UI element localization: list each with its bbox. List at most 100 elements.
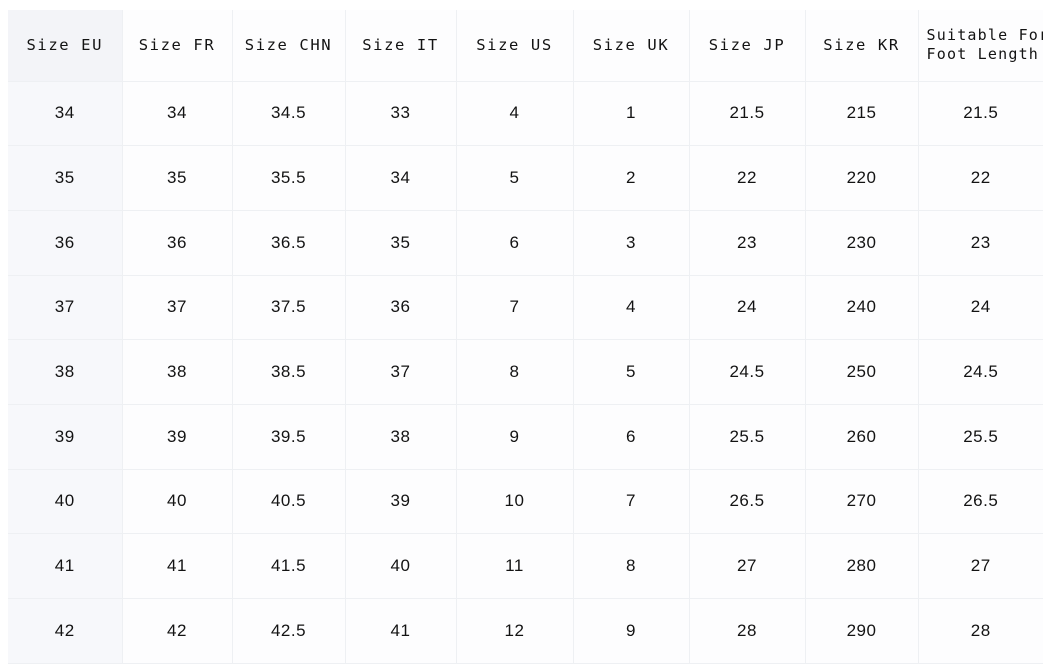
cell-foot-length: 22 <box>918 145 1043 211</box>
table-row: 37 37 37.5 36 7 4 24 240 24 <box>8 275 1043 341</box>
cell-size-chn: 37.5 <box>232 275 346 341</box>
cell-size-us: 10 <box>456 469 574 535</box>
cell-size-it: 36 <box>345 275 457 341</box>
cell-size-kr: 290 <box>805 598 919 664</box>
column-header-line-1: Suitable For <box>926 26 1043 45</box>
cell-size-eu: 35 <box>8 145 123 211</box>
cell-size-fr: 37 <box>122 275 233 341</box>
cell-size-chn: 34.5 <box>232 81 346 147</box>
cell-size-kr: 240 <box>805 275 919 341</box>
table-row: 39 39 39.5 38 9 6 25.5 260 25.5 <box>8 404 1043 470</box>
cell-size-jp: 24.5 <box>689 339 806 405</box>
cell-size-us: 8 <box>456 339 574 405</box>
cell-size-chn: 35.5 <box>232 145 346 211</box>
cell-size-it: 39 <box>345 469 457 535</box>
column-header-suitable-foot-length: Suitable For Foot Length <box>918 10 1043 82</box>
cell-size-chn: 36.5 <box>232 210 346 276</box>
column-header-size-fr: Size FR <box>122 10 233 82</box>
cell-size-jp: 23 <box>689 210 806 276</box>
cell-size-fr: 35 <box>122 145 233 211</box>
cell-size-us: 7 <box>456 275 574 341</box>
table-header: Size EU Size FR Size CHN Size IT Size US… <box>8 10 1043 82</box>
column-header-line-2: Foot Length <box>926 45 1040 64</box>
cell-size-eu: 37 <box>8 275 123 341</box>
cell-size-fr: 41 <box>122 533 233 599</box>
cell-size-uk: 5 <box>573 339 690 405</box>
cell-size-us: 12 <box>456 598 574 664</box>
cell-size-uk: 7 <box>573 469 690 535</box>
cell-size-fr: 38 <box>122 339 233 405</box>
cell-size-kr: 270 <box>805 469 919 535</box>
cell-size-uk: 1 <box>573 81 690 147</box>
column-header-size-it: Size IT <box>345 10 457 82</box>
cell-foot-length: 27 <box>918 533 1043 599</box>
cell-size-eu: 39 <box>8 404 123 470</box>
cell-size-fr: 42 <box>122 598 233 664</box>
cell-size-jp: 22 <box>689 145 806 211</box>
column-header-size-uk: Size UK <box>573 10 690 82</box>
table-row: 42 42 42.5 41 12 9 28 290 28 <box>8 598 1043 664</box>
cell-size-us: 9 <box>456 404 574 470</box>
cell-size-fr: 40 <box>122 469 233 535</box>
cell-foot-length: 25.5 <box>918 404 1043 470</box>
cell-size-uk: 6 <box>573 404 690 470</box>
cell-foot-length: 28 <box>918 598 1043 664</box>
cell-size-fr: 34 <box>122 81 233 147</box>
column-header-size-us: Size US <box>456 10 574 82</box>
cell-size-chn: 38.5 <box>232 339 346 405</box>
column-header-size-jp: Size JP <box>689 10 806 82</box>
cell-size-chn: 40.5 <box>232 469 346 535</box>
cell-size-it: 37 <box>345 339 457 405</box>
cell-size-chn: 39.5 <box>232 404 346 470</box>
table-body: 34 34 34.5 33 4 1 21.5 215 21.5 35 35 35… <box>8 81 1043 664</box>
cell-size-it: 40 <box>345 533 457 599</box>
cell-size-uk: 8 <box>573 533 690 599</box>
cell-size-kr: 230 <box>805 210 919 276</box>
cell-size-it: 33 <box>345 81 457 147</box>
cell-size-kr: 260 <box>805 404 919 470</box>
table-row: 36 36 36.5 35 6 3 23 230 23 <box>8 210 1043 276</box>
size-chart-table: Size EU Size FR Size CHN Size IT Size US… <box>8 10 1043 664</box>
cell-size-chn: 41.5 <box>232 533 346 599</box>
cell-size-kr: 215 <box>805 81 919 147</box>
cell-size-jp: 28 <box>689 598 806 664</box>
cell-size-eu: 34 <box>8 81 123 147</box>
cell-size-uk: 2 <box>573 145 690 211</box>
table-row: 40 40 40.5 39 10 7 26.5 270 26.5 <box>8 469 1043 535</box>
cell-size-us: 6 <box>456 210 574 276</box>
column-header-size-eu: Size EU <box>8 10 123 82</box>
cell-size-uk: 4 <box>573 275 690 341</box>
cell-size-kr: 250 <box>805 339 919 405</box>
cell-size-uk: 3 <box>573 210 690 276</box>
cell-size-fr: 39 <box>122 404 233 470</box>
table-row: 34 34 34.5 33 4 1 21.5 215 21.5 <box>8 81 1043 147</box>
table-row: 38 38 38.5 37 8 5 24.5 250 24.5 <box>8 339 1043 405</box>
cell-foot-length: 24 <box>918 275 1043 341</box>
cell-size-kr: 220 <box>805 145 919 211</box>
column-header-size-chn: Size CHN <box>232 10 346 82</box>
cell-size-kr: 280 <box>805 533 919 599</box>
cell-foot-length: 24.5 <box>918 339 1043 405</box>
cell-size-fr: 36 <box>122 210 233 276</box>
cell-size-us: 5 <box>456 145 574 211</box>
cell-size-it: 41 <box>345 598 457 664</box>
cell-size-uk: 9 <box>573 598 690 664</box>
cell-size-chn: 42.5 <box>232 598 346 664</box>
cell-size-jp: 24 <box>689 275 806 341</box>
cell-size-jp: 25.5 <box>689 404 806 470</box>
cell-foot-length: 21.5 <box>918 81 1043 147</box>
cell-size-eu: 40 <box>8 469 123 535</box>
cell-size-eu: 42 <box>8 598 123 664</box>
cell-size-jp: 26.5 <box>689 469 806 535</box>
column-header-size-kr: Size KR <box>805 10 919 82</box>
cell-size-jp: 27 <box>689 533 806 599</box>
cell-size-jp: 21.5 <box>689 81 806 147</box>
cell-size-it: 34 <box>345 145 457 211</box>
cell-size-it: 35 <box>345 210 457 276</box>
cell-size-eu: 38 <box>8 339 123 405</box>
table-row: 41 41 41.5 40 11 8 27 280 27 <box>8 533 1043 599</box>
cell-foot-length: 23 <box>918 210 1043 276</box>
cell-size-eu: 41 <box>8 533 123 599</box>
cell-size-us: 11 <box>456 533 574 599</box>
